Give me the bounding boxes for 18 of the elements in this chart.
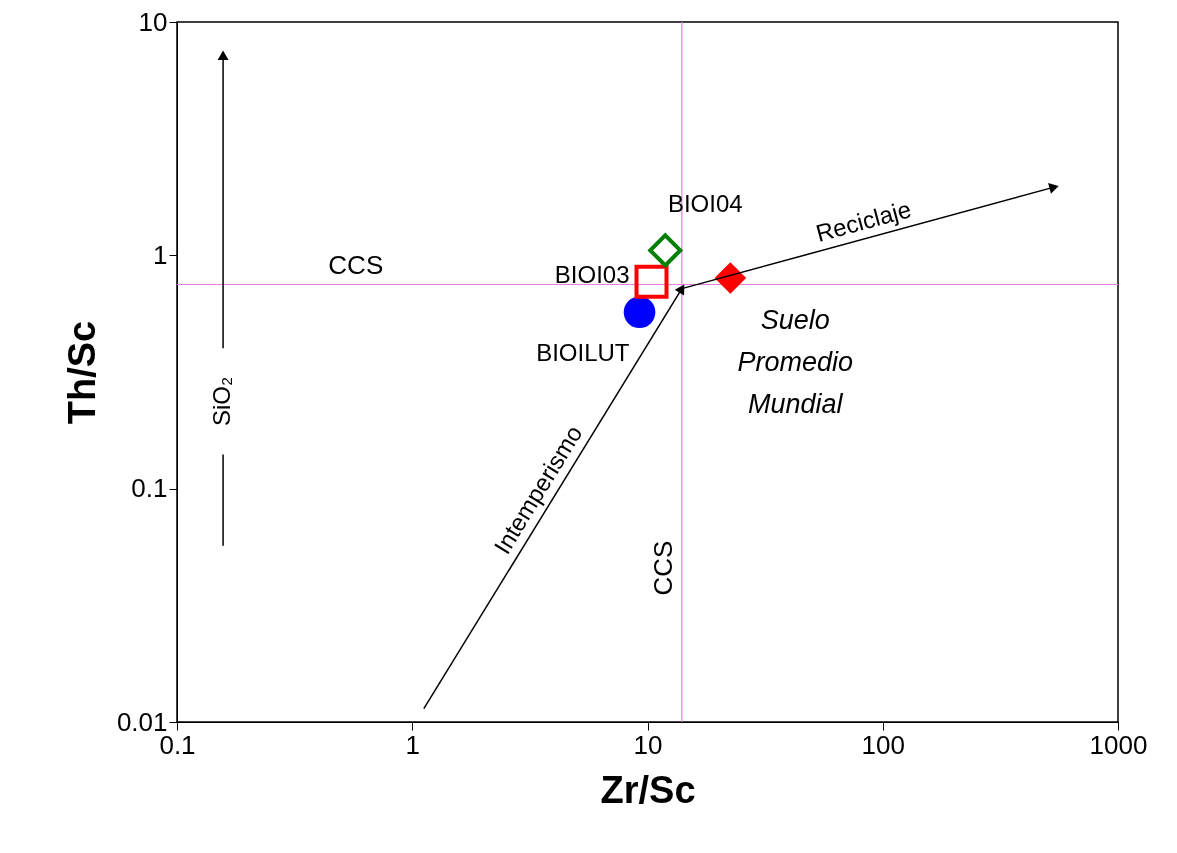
x-axis-title: Zr/Sc xyxy=(600,768,696,811)
ref-line-label: CCS xyxy=(328,250,384,281)
series-label: Suelo Promedio Mundial xyxy=(737,304,854,419)
x-tick-label: 1000 xyxy=(1089,729,1148,760)
y-axis-title: Th/Sc xyxy=(60,320,103,425)
x-tick-label: 10 xyxy=(633,729,663,760)
x-tick-label: 1 xyxy=(405,729,420,760)
y-tick-label: 0.1 xyxy=(131,473,168,504)
series-label: BIOI03 xyxy=(554,260,630,288)
ref-line-label: CCS xyxy=(647,540,678,596)
annotation: SiO₂ xyxy=(208,376,236,427)
annotation: Reciclaje xyxy=(812,195,914,247)
y-tick-label: 10 xyxy=(138,6,168,37)
x-tick-label: 100 xyxy=(861,729,905,760)
y-tick-label: 0.01 xyxy=(116,706,168,737)
series-label: BIOI04 xyxy=(667,190,743,218)
y-tick-label: 1 xyxy=(153,239,168,270)
series-label: BIOILUT xyxy=(536,339,630,367)
